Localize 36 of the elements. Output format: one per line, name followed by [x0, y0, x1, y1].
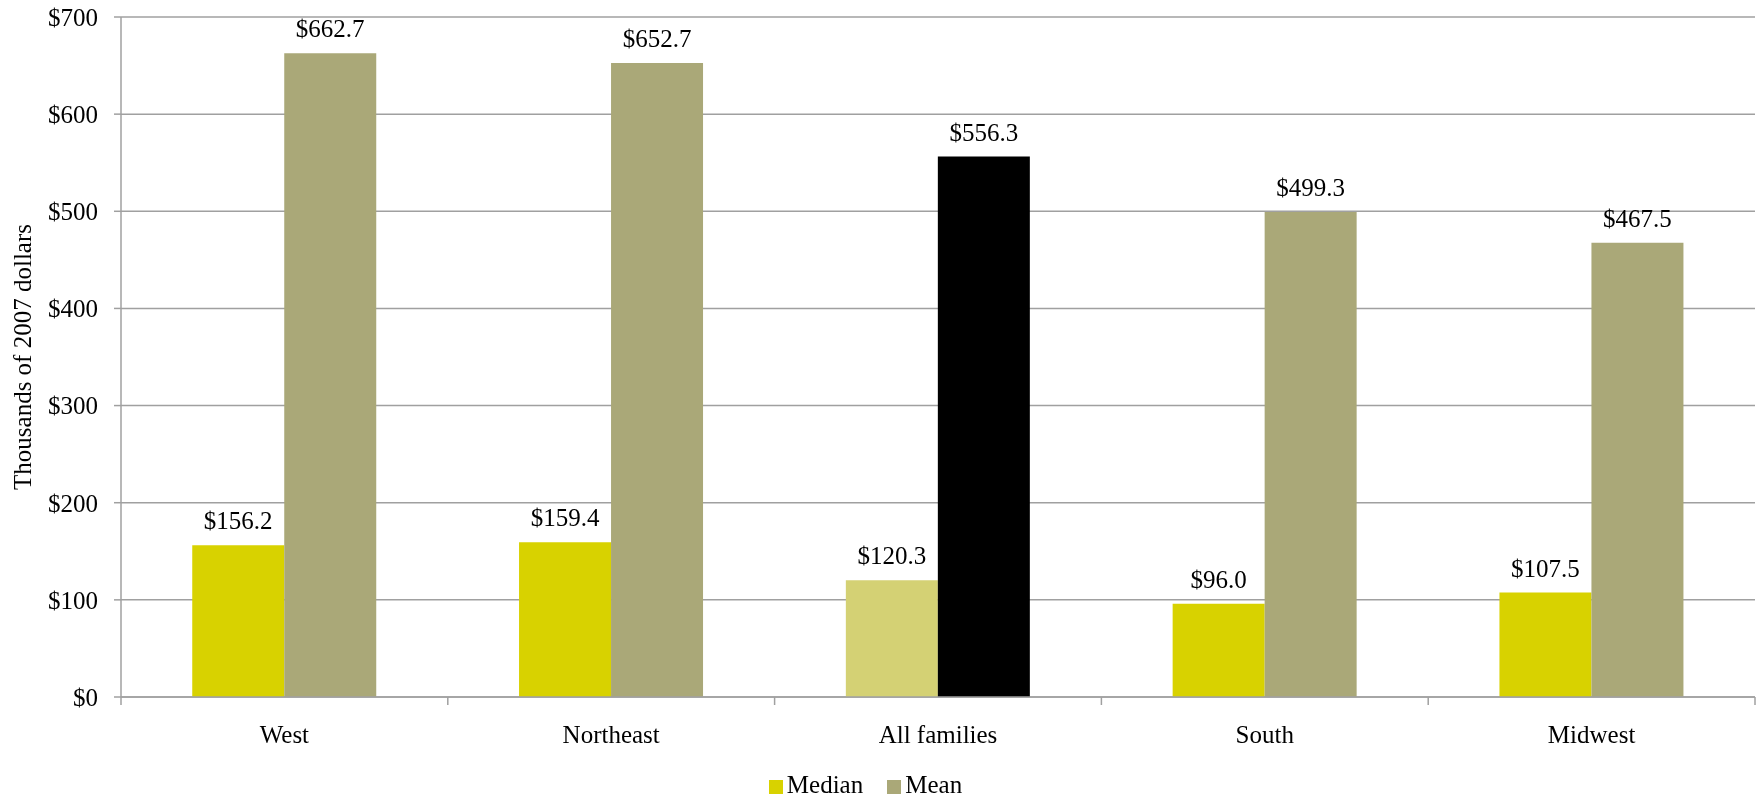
bar — [1172, 603, 1265, 697]
data-label: $159.4 — [530, 504, 600, 532]
data-label: $556.3 — [949, 118, 1019, 146]
bar — [1591, 242, 1684, 697]
data-label: $467.5 — [1603, 204, 1672, 232]
data-label: $96.0 — [1190, 565, 1247, 593]
bar — [1264, 211, 1357, 697]
data-label: $662.7 — [295, 15, 365, 43]
data-label: $156.2 — [203, 507, 273, 535]
bar — [937, 156, 1030, 697]
y-tick-label: $200 — [48, 489, 98, 517]
x-tick-label: All families — [878, 721, 998, 748]
y-tick-label: $300 — [48, 392, 98, 420]
bar — [192, 545, 285, 697]
x-tick-label: Northeast — [562, 721, 660, 748]
y-tick-label: $0 — [73, 683, 98, 711]
y-tick-label: $400 — [48, 295, 98, 323]
bar — [611, 62, 704, 697]
legend-label: Median — [786, 771, 864, 798]
bar — [284, 53, 377, 697]
data-label: $107.5 — [1511, 554, 1580, 582]
y-tick-label: $600 — [48, 101, 98, 129]
y-tick-label: $100 — [48, 586, 98, 614]
x-tick-label: Midwest — [1547, 721, 1636, 748]
data-label: $652.7 — [622, 24, 692, 52]
y-tick-label: $700 — [48, 3, 98, 31]
bar — [519, 542, 612, 697]
bar — [1499, 592, 1592, 697]
bar — [845, 580, 938, 697]
data-label: $120.3 — [857, 542, 927, 570]
y-axis-title: Thousands of 2007 dollars — [8, 224, 36, 490]
legend-label: Mean — [905, 771, 963, 798]
y-tick-label: $500 — [48, 198, 98, 226]
x-tick-label: West — [259, 721, 310, 748]
x-tick-label: South — [1235, 721, 1295, 748]
data-label: $499.3 — [1276, 173, 1346, 201]
